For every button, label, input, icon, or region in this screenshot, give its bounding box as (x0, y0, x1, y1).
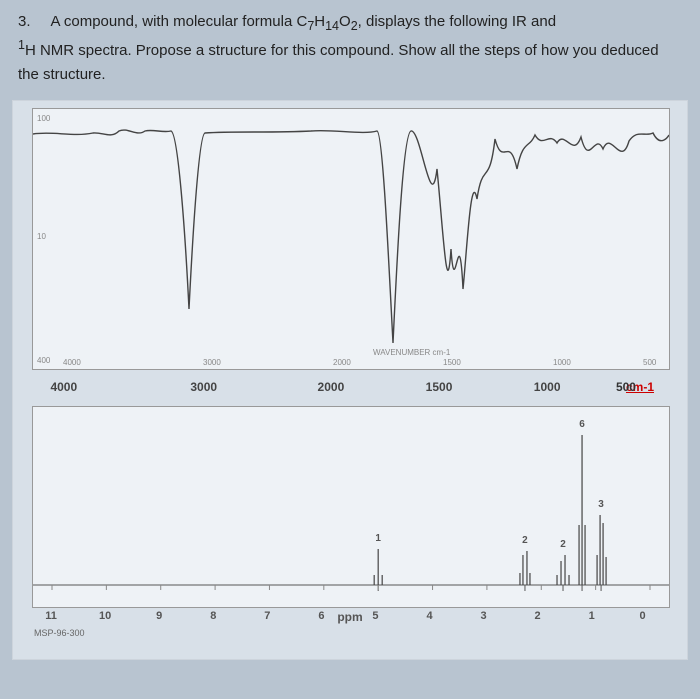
spectra-panel: 100 10 400 4000 3000 2000 1500 1000 500 … (12, 100, 688, 660)
nmr-t9: 9 (156, 610, 162, 622)
svg-text:1000: 1000 (553, 358, 571, 367)
nmr-integral-label: 3 (598, 499, 604, 510)
nmr-integral-label: 6 (579, 419, 585, 430)
f-sub3: 2 (351, 19, 358, 33)
nmr-t0: 0 (639, 610, 645, 622)
svg-text:500: 500 (643, 358, 657, 367)
svg-text:2000: 2000 (333, 358, 351, 367)
nmr-t8: 8 (210, 610, 216, 622)
ppm-label: ppm (337, 610, 362, 624)
nmr-t11: 11 (45, 610, 57, 622)
ir-tick-1500: 1500 (426, 380, 453, 394)
ir-unit: 500 cm-1 (626, 380, 654, 394)
ir-y-100: 100 (37, 114, 51, 123)
nmr-axis-row: 11 10 9 8 7 6 5 4 3 2 1 0 ppm (32, 610, 668, 650)
nmr-t10: 10 (99, 610, 111, 622)
ir-svg: 100 10 400 4000 3000 2000 1500 1000 500 … (33, 109, 669, 369)
ir-tick-4000: 4000 (50, 380, 77, 394)
svg-text:4000: 4000 (63, 358, 81, 367)
nmr-footer-code: MSP-96-300 (34, 628, 85, 638)
nmr-svg: 1 2 2 6 3 (33, 407, 669, 607)
ir-y-400: 400 (37, 356, 51, 365)
q-part2: , displays the following IR and (358, 13, 556, 30)
svg-text:3000: 3000 (203, 358, 221, 367)
nmr-t5: 5 (372, 610, 378, 622)
svg-text:1500: 1500 (443, 358, 461, 367)
ir-inner-ticks: 4000 3000 2000 1500 1000 500 (63, 358, 657, 367)
nmr-t1: 1 (589, 610, 595, 622)
nmr-t4: 4 (426, 610, 432, 622)
q-part1: A compound, with molecular formula C (51, 13, 308, 30)
ir-tick-1000: 1000 (534, 380, 561, 394)
ir-y-10: 10 (37, 232, 46, 241)
question-number: 3. (18, 13, 31, 30)
nmr-plot: 1 2 2 6 3 (32, 406, 670, 608)
f-sub2: 14 (325, 19, 339, 33)
q-part3: H NMR spectra. Propose a structure for t… (18, 42, 659, 82)
nmr-t6: 6 (318, 610, 324, 622)
nmr-integral-label: 2 (560, 539, 566, 550)
ir-axis-row: 4000 3000 2000 1500 1000 500 cm-1 (32, 380, 668, 402)
nmr-t3: 3 (480, 610, 486, 622)
question-text: 3. A compound, with molecular formula C7… (0, 0, 700, 94)
nmr-t2: 2 (535, 610, 541, 622)
ir-trace (33, 130, 669, 343)
nmr-integral-label: 1 (375, 533, 381, 544)
f-mid2: O (339, 13, 351, 30)
ir-wavenumber-label: WAVENUMBER cm-1 (373, 348, 451, 357)
nmr-sup: 1 (18, 38, 25, 52)
f-mid: H (314, 13, 325, 30)
ir-plot: 100 10 400 4000 3000 2000 1500 1000 500 … (32, 108, 670, 370)
ir-tick-2000: 2000 (318, 380, 345, 394)
nmr-t7: 7 (264, 610, 270, 622)
ir-tick-3000: 3000 (190, 380, 217, 394)
nmr-integral-label: 2 (522, 535, 528, 546)
